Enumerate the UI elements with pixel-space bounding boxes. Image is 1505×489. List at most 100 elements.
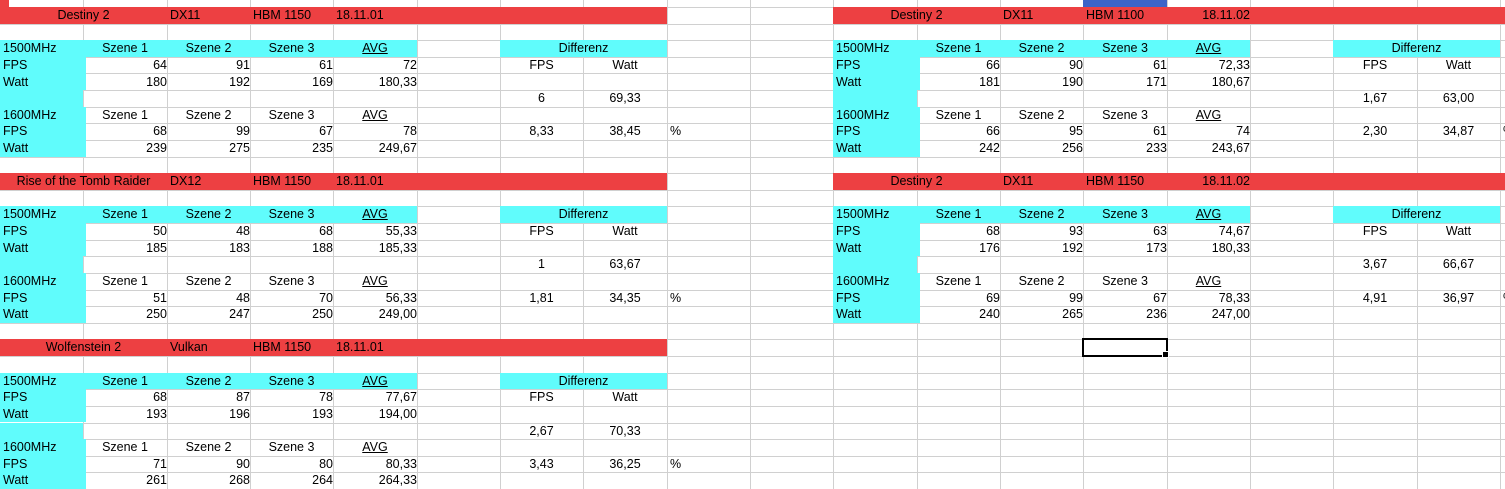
percent-label[interactable]: % [670, 124, 682, 139]
table-date[interactable]: 18.11.02 [1202, 8, 1250, 23]
col-header-szene3[interactable]: Szene 3 [1083, 206, 1167, 224]
row-label-1600mhz[interactable]: 1600MHz [833, 272, 920, 290]
cell-watt-value[interactable]: 183 [229, 240, 250, 255]
diff-watt-1600-value[interactable]: 38,45 [609, 124, 641, 139]
diff-watt-1600-value[interactable]: 34,87 [1442, 124, 1475, 139]
cell-watt-value[interactable]: 188 [312, 240, 333, 255]
row-label-watt[interactable]: Watt [833, 306, 920, 323]
col-header-szene2[interactable]: Szene 2 [1000, 40, 1083, 57]
col-header-szene1[interactable]: Szene 1 [83, 206, 167, 224]
cell-fps-value[interactable]: 48 [236, 290, 250, 305]
cell-watt-value[interactable]: 185,33 [378, 240, 417, 255]
col-header-avg[interactable]: AVG [1167, 206, 1250, 224]
cell-watt-value[interactable]: 192 [1062, 240, 1083, 255]
diff-header-fps[interactable]: FPS [529, 224, 554, 239]
cell-watt-value[interactable]: 275 [229, 141, 250, 155]
col-header-szene1[interactable]: Szene 1 [102, 440, 148, 455]
cell-watt-value[interactable]: 192 [229, 74, 250, 89]
col-header-szene3[interactable]: Szene 3 [250, 372, 333, 390]
selected-cell-outline[interactable] [1082, 338, 1169, 358]
row-label-fps[interactable]: FPS [833, 223, 920, 240]
col-header-avg[interactable]: AVG [362, 440, 388, 455]
cell-fps-value[interactable]: 66 [986, 124, 1000, 139]
col-header-differenz[interactable]: Differenz [1333, 206, 1500, 224]
table-hbm-clock[interactable]: HBM 1150 [253, 8, 312, 23]
col-header-szene3[interactable]: Szene 3 [268, 107, 315, 122]
cell-fps-value[interactable]: 67 [1153, 290, 1167, 305]
cell-fps-value[interactable]: 99 [1069, 290, 1083, 305]
cell-watt-value[interactable]: 235 [312, 141, 333, 155]
col-header-differenz[interactable]: Differenz [500, 372, 667, 390]
row-label-fps[interactable]: FPS [0, 389, 86, 406]
cell-watt-value[interactable]: 247 [229, 307, 250, 322]
diff-watt-1500-value[interactable]: 70,33 [609, 423, 641, 438]
row-label-fps[interactable]: FPS [0, 56, 86, 74]
percent-label[interactable]: % [670, 290, 682, 305]
diff-fps-1500-value[interactable]: 1,67 [1362, 91, 1388, 106]
diff-header-watt[interactable]: Watt [1445, 57, 1472, 72]
col-header-szene2[interactable]: Szene 2 [167, 372, 250, 390]
cell-fps-value[interactable]: 77,67 [385, 390, 417, 405]
cell-watt-value[interactable]: 196 [229, 406, 250, 421]
col-header-avg[interactable]: AVG [362, 273, 388, 288]
cell-watt-value[interactable]: 239 [146, 141, 167, 155]
cell-watt-value[interactable]: 173 [1146, 240, 1167, 255]
cell-fps-value[interactable]: 78 [403, 124, 417, 139]
row-label-watt[interactable]: Watt [0, 405, 86, 423]
cell-watt-value[interactable]: 265 [1062, 307, 1083, 322]
col-header-szene2[interactable]: Szene 2 [167, 206, 250, 224]
cell-watt-value[interactable]: 171 [1146, 74, 1167, 89]
cell-fps-value[interactable]: 68 [319, 224, 333, 239]
diff-watt-1500-value[interactable]: 63,67 [609, 257, 641, 272]
row-label-fps[interactable]: FPS [0, 289, 86, 307]
row-label-fps[interactable]: FPS [0, 455, 86, 473]
cell-watt-value[interactable]: 180,33 [378, 74, 417, 89]
percent-label[interactable]: % [670, 456, 682, 471]
col-header-szene3[interactable]: Szene 3 [250, 40, 333, 57]
cell-fps-value[interactable]: 99 [236, 124, 250, 139]
table-api[interactable]: DX11 [1003, 174, 1034, 189]
diff-fps-1600-value[interactable]: 8,33 [529, 124, 554, 139]
table-api[interactable]: DX12 [170, 174, 202, 189]
row-label-1500mhz[interactable]: 1500MHz [0, 206, 86, 224]
cell-watt-value[interactable]: 242 [979, 141, 1000, 155]
cell-fps-value[interactable]: 66 [986, 57, 1000, 72]
cell-fps-value[interactable]: 56,33 [385, 290, 417, 305]
diff-fps-1600-value[interactable]: 3,43 [529, 456, 554, 471]
cell-watt-value[interactable]: 261 [146, 473, 167, 488]
row-label-1500mhz[interactable]: 1500MHz [833, 40, 920, 57]
table-title[interactable]: Destiny 2 [890, 174, 943, 189]
table-header-band[interactable] [833, 7, 1505, 24]
col-header-szene1[interactable]: Szene 1 [83, 40, 167, 57]
cell-fps-value[interactable]: 68 [986, 224, 1000, 239]
table-hbm-clock[interactable]: HBM 1150 [1086, 174, 1145, 189]
col-header-avg[interactable]: AVG [1195, 273, 1222, 288]
col-header-differenz[interactable]: Differenz [500, 206, 667, 224]
cell-fps-value[interactable]: 80,33 [385, 456, 417, 471]
row-label-watt[interactable]: Watt [0, 472, 86, 489]
table-date[interactable]: 18.11.01 [336, 8, 384, 23]
col-header-avg[interactable]: AVG [1167, 40, 1250, 57]
row-label-watt[interactable]: Watt [0, 73, 86, 91]
diff-header-fps[interactable]: FPS [1362, 224, 1388, 239]
table-header-band[interactable] [0, 173, 667, 190]
table-title[interactable]: Wolfenstein 2 [45, 340, 122, 355]
table-header-band[interactable] [833, 173, 1505, 190]
cell-fps-value[interactable]: 61 [1153, 57, 1167, 72]
row-label-watt[interactable]: Watt [833, 239, 920, 257]
row-label-watt[interactable]: Watt [0, 239, 86, 257]
table-api[interactable]: DX11 [1003, 8, 1034, 23]
cell-watt-value[interactable]: 194,00 [378, 406, 417, 421]
percent-label[interactable]: % [1500, 290, 1505, 307]
diff-watt-1600-value[interactable]: 36,97 [1442, 290, 1475, 305]
diff-header-watt[interactable]: Watt [612, 390, 638, 405]
col-header-szene3[interactable]: Szene 3 [1102, 107, 1148, 122]
col-header-szene3[interactable]: Szene 3 [1083, 40, 1167, 57]
cell-watt-value[interactable]: 249,00 [378, 307, 417, 322]
cell-fps-value[interactable]: 80 [319, 456, 333, 471]
cell-watt-value[interactable]: 236 [1146, 307, 1167, 322]
table-hbm-clock[interactable]: HBM 1100 [1086, 8, 1145, 23]
cell-fps-value[interactable]: 71 [153, 456, 167, 471]
cell-fps-value[interactable]: 74,67 [1218, 224, 1250, 239]
cell-watt-value[interactable]: 240 [979, 307, 1000, 322]
